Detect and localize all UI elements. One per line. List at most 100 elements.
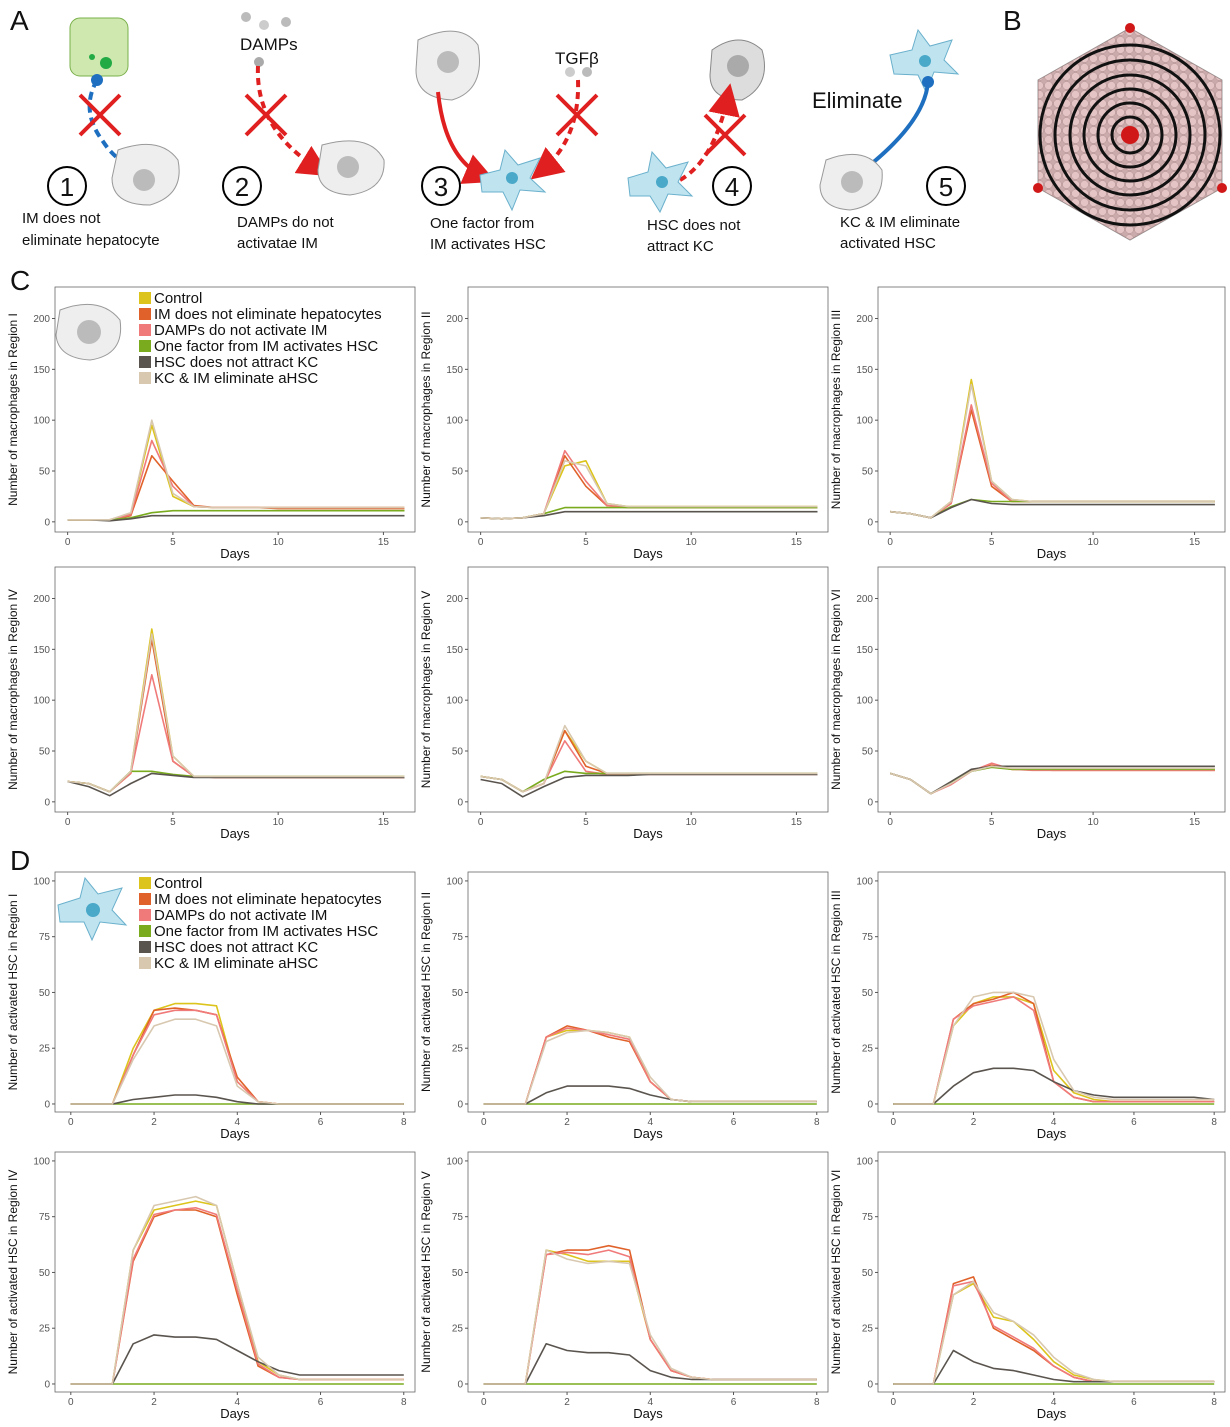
x-tick-label: 8 xyxy=(814,1117,820,1128)
x-tick-label: 6 xyxy=(318,1397,324,1408)
plot-frame xyxy=(54,566,416,813)
legend-swatch xyxy=(139,356,151,368)
y-tick-label: 50 xyxy=(452,747,464,758)
x-tick-label: 0 xyxy=(65,537,71,548)
y-axis-label: Number of macrophages in Region VI xyxy=(829,589,843,790)
step-label: DAMPs do not xyxy=(237,214,335,231)
series-line xyxy=(480,773,818,798)
y-tick-label: 0 xyxy=(867,517,873,528)
series-line xyxy=(483,1249,817,1385)
y-tick-label: 50 xyxy=(39,988,51,999)
plot-frame xyxy=(467,566,829,813)
x-tick-label: 15 xyxy=(1189,537,1201,548)
y-tick-label: 100 xyxy=(856,1156,873,1167)
legend-label: HSC does not attract KC xyxy=(154,939,318,956)
y-tick-label: 100 xyxy=(446,696,463,707)
y-tick-label: 0 xyxy=(44,797,50,808)
series-line xyxy=(893,1276,1215,1385)
y-tick-label: 0 xyxy=(44,1099,50,1110)
legend-label: IM does not eliminate hepatocytes xyxy=(154,306,382,323)
y-tick-label: 0 xyxy=(44,517,50,528)
y-tick-label: 100 xyxy=(856,416,873,427)
y-axis-label: Number of activated HSC in Region IV xyxy=(6,1170,20,1375)
x-tick-label: 5 xyxy=(989,817,995,828)
series-line xyxy=(889,765,1215,795)
legend-swatch xyxy=(139,893,151,905)
step-number: 2 xyxy=(235,172,249,202)
y-tick-label: 150 xyxy=(446,365,463,376)
series-line xyxy=(893,1280,1215,1385)
panel-a-art xyxy=(47,12,1227,942)
series-line xyxy=(893,1067,1215,1105)
legend-label: KC & IM eliminate aHSC xyxy=(154,955,318,972)
x-tick-label: 4 xyxy=(1051,1117,1057,1128)
y-tick-label: 50 xyxy=(39,747,51,758)
y-tick-label: 100 xyxy=(33,876,50,887)
series-line xyxy=(70,1018,404,1105)
series-line xyxy=(70,1195,404,1385)
series-line xyxy=(893,1280,1215,1385)
step-number: 5 xyxy=(939,172,953,202)
x-tick-label: 0 xyxy=(890,1397,896,1408)
plot-frame xyxy=(877,1151,1226,1393)
series-line xyxy=(70,1209,404,1385)
y-tick-label: 0 xyxy=(44,1379,50,1390)
y-tick-label: 0 xyxy=(457,797,463,808)
x-tick-label: 4 xyxy=(235,1397,241,1408)
x-tick-label: 15 xyxy=(378,817,390,828)
panel-label: B xyxy=(1003,5,1022,36)
series-line xyxy=(480,510,818,520)
series-line xyxy=(483,1029,817,1105)
y-axis-label: Number of activated HSC in Region VI xyxy=(829,1170,843,1375)
x-axis-label: Days xyxy=(220,546,250,561)
plot-frame xyxy=(877,286,1226,533)
series-line xyxy=(67,770,405,793)
x-tick-label: 10 xyxy=(686,537,698,548)
legend-swatch xyxy=(139,909,151,921)
series-line xyxy=(893,996,1215,1105)
series-line xyxy=(889,765,1215,795)
y-tick-label: 200 xyxy=(33,314,50,325)
legend-label: One factor from IM activates HSC xyxy=(154,338,378,355)
x-tick-label: 2 xyxy=(151,1397,157,1408)
x-tick-label: 2 xyxy=(971,1117,977,1128)
x-axis-label: Days xyxy=(633,826,663,841)
x-tick-label: 0 xyxy=(481,1397,487,1408)
y-tick-label: 25 xyxy=(39,1044,51,1055)
x-tick-label: 0 xyxy=(478,817,484,828)
panel-label: D xyxy=(10,845,30,876)
series-line xyxy=(480,729,818,793)
x-tick-label: 10 xyxy=(273,817,285,828)
x-axis-label: Days xyxy=(1037,1406,1067,1421)
y-axis-label: Number of activated HSC in Region V xyxy=(419,1171,433,1372)
series-line xyxy=(67,633,405,793)
legend-label: DAMPs do not activate IM xyxy=(154,907,327,924)
y-axis-label: Number of macrophages in Region II xyxy=(419,311,433,507)
x-tick-label: 2 xyxy=(564,1117,570,1128)
step-label: IM does not xyxy=(22,210,101,227)
x-axis-label: Days xyxy=(633,1406,663,1421)
x-tick-label: 8 xyxy=(814,1397,820,1408)
tgfb-label: TGFβ xyxy=(555,49,599,68)
y-tick-label: 0 xyxy=(867,797,873,808)
y-tick-label: 50 xyxy=(862,747,874,758)
y-tick-label: 100 xyxy=(33,696,50,707)
x-tick-label: 4 xyxy=(648,1117,654,1128)
plot-frame xyxy=(467,286,829,533)
x-tick-label: 6 xyxy=(731,1397,737,1408)
legend-swatch xyxy=(139,941,151,953)
series-line xyxy=(480,729,818,793)
series-line xyxy=(893,996,1215,1105)
y-axis-label: Number of activated HSC in Region I xyxy=(6,894,20,1091)
x-tick-label: 8 xyxy=(1211,1117,1217,1128)
x-tick-label: 5 xyxy=(170,537,176,548)
x-tick-label: 4 xyxy=(648,1397,654,1408)
x-tick-label: 0 xyxy=(68,1397,74,1408)
y-tick-label: 50 xyxy=(452,988,464,999)
plot-frame xyxy=(877,566,1226,813)
x-tick-label: 0 xyxy=(887,537,893,548)
y-tick-label: 200 xyxy=(856,594,873,605)
series-line xyxy=(893,991,1215,1105)
series-line xyxy=(893,991,1215,1105)
